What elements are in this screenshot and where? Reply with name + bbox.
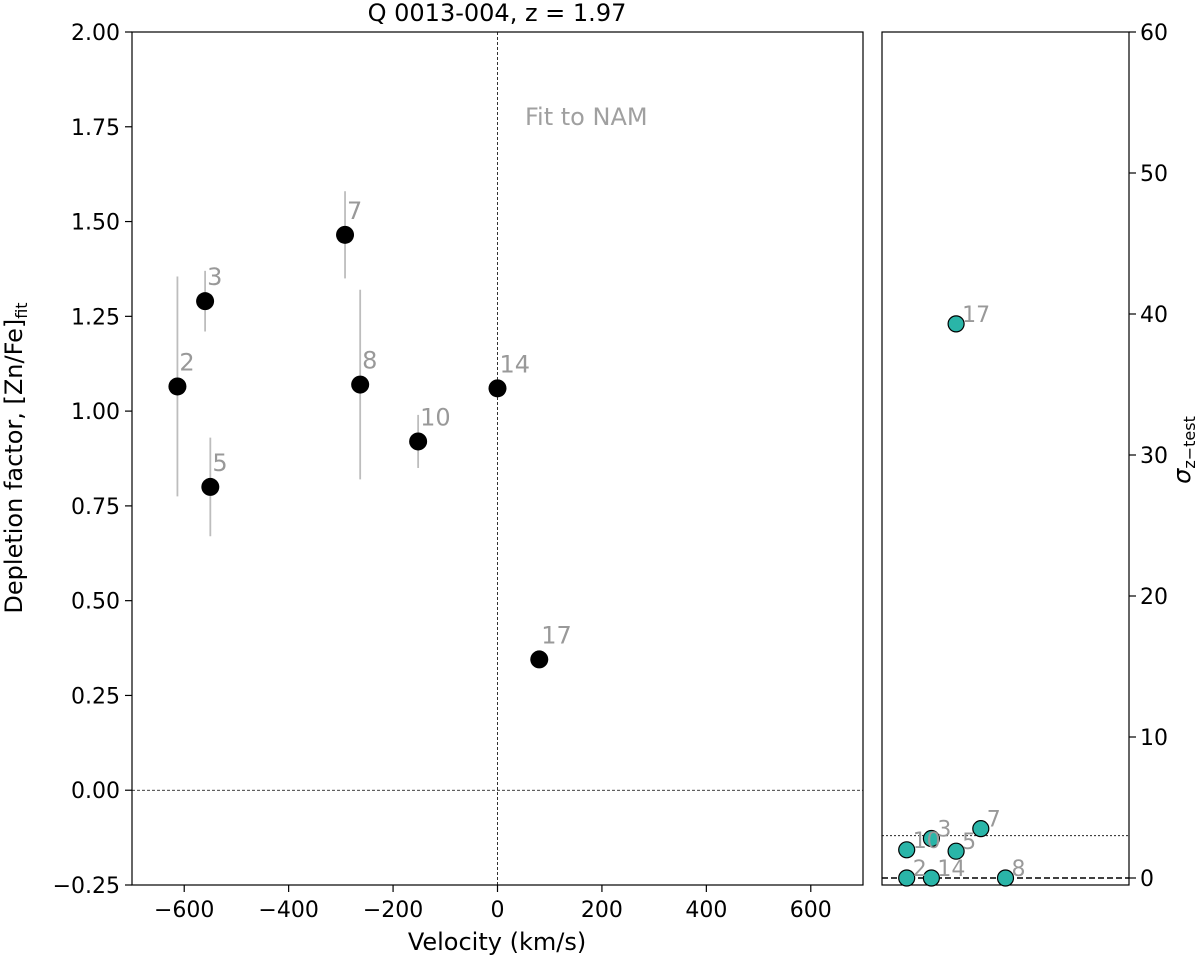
- main-panel: 2 3 5 7 8 10 14 17 −600 −400 −200 0 200 400 600 −0.25…: [0, 0, 864, 956]
- point-label: 3: [207, 263, 222, 291]
- point-label: 7: [347, 197, 362, 225]
- side-y-tick-label: 20: [1140, 585, 1168, 610]
- side-data-point: [947, 315, 965, 333]
- side-yticks: 0 10 20 30 40 50 60: [1129, 21, 1168, 892]
- side-data-point: [947, 842, 965, 860]
- data-point: [168, 377, 187, 396]
- x-tick-label: 600: [790, 898, 832, 923]
- data-point: [201, 477, 220, 496]
- point-label: 8: [362, 347, 377, 375]
- side-y-tick-label: 30: [1140, 444, 1168, 469]
- fit-annotation: Fit to NAM: [525, 103, 648, 131]
- side-y-axis-label-main: σ: [1168, 468, 1196, 484]
- data-point: [530, 650, 549, 669]
- y-tick-label: 0.00: [71, 779, 120, 804]
- side-plot-area: [881, 31, 1130, 886]
- y-tick-label: 1.25: [71, 305, 120, 330]
- x-tick-label: 0: [491, 898, 505, 923]
- side-point-label: 10: [913, 829, 941, 854]
- side-point-label: 8: [1012, 857, 1026, 882]
- main-guides: [132, 32, 863, 885]
- x-tick-label: −600: [154, 898, 214, 923]
- data-point: [336, 225, 355, 244]
- side-data-point: [996, 869, 1015, 887]
- side-point-label: 7: [987, 808, 1001, 833]
- side-point-label: 5: [962, 830, 976, 855]
- side-data-point: [898, 841, 916, 859]
- side-y-tick-label: 60: [1140, 21, 1168, 46]
- side-point-label: 3: [937, 818, 951, 843]
- y-tick-label: 0.25: [71, 684, 120, 709]
- y-tick-label: 0.75: [71, 495, 120, 520]
- side-data-point: [922, 869, 941, 887]
- point-label: 10: [420, 403, 451, 431]
- x-tick-label: −400: [258, 898, 318, 923]
- data-point: [351, 375, 370, 394]
- point-label: 2: [179, 348, 194, 376]
- side-data-point: [922, 829, 941, 848]
- y-tick-label: 1.50: [71, 211, 120, 236]
- side-data-point: [972, 820, 990, 838]
- side-points: [898, 315, 1015, 887]
- side-point-label: 17: [962, 303, 990, 328]
- side-y-tick-label: 50: [1140, 162, 1168, 187]
- point-label: 5: [212, 449, 227, 477]
- side-point-label: 2: [913, 857, 927, 882]
- data-point: [488, 379, 507, 398]
- main-point-labels: 2 3 5 7 8 10 14 17: [179, 197, 571, 650]
- x-tick-label: 200: [581, 898, 623, 923]
- chart-title: Q 0013-004, z = 1.97: [368, 0, 627, 27]
- main-points: [168, 225, 549, 669]
- y-tick-label: −0.25: [53, 874, 120, 899]
- side-point-label: 14: [937, 857, 965, 882]
- side-y-tick-label: 10: [1140, 726, 1168, 751]
- x-tick-label: 400: [685, 898, 727, 923]
- y-axis-label-main: Depletion factor, [Zn/Fe]: [0, 319, 28, 614]
- x-axis-label: Velocity (km/s): [408, 928, 586, 956]
- side-y-tick-label: 40: [1140, 303, 1168, 328]
- point-label: 14: [500, 350, 531, 378]
- data-point: [196, 292, 215, 311]
- side-y-axis-label: σz−test: [1168, 416, 1199, 484]
- side-y-tick-label: 0: [1140, 867, 1154, 892]
- y-tick-label: 0.50: [71, 590, 120, 615]
- main-xticks: −600 −400 −200 0 200 400 600: [154, 885, 832, 923]
- y-tick-label: 2.00: [71, 21, 120, 46]
- point-label: 17: [541, 621, 572, 649]
- y-axis-label-sub: fit: [12, 302, 31, 318]
- main-yticks: −0.25 0.00 0.25 0.50 0.75 1.00 1.25 1.50 1.75 2.0…: [53, 21, 132, 899]
- y-axis-label: Depletion factor, [Zn/Fe]fit: [0, 302, 31, 613]
- side-point-labels: 2 103 14 17 578: [913, 303, 1026, 882]
- y-tick-label: 1.00: [71, 400, 120, 425]
- side-data-point: [898, 869, 916, 887]
- x-tick-label: −200: [363, 898, 423, 923]
- y-tick-label: 1.75: [71, 116, 120, 141]
- data-point: [409, 432, 428, 451]
- side-y-axis-label-sub: z−test: [1180, 416, 1199, 469]
